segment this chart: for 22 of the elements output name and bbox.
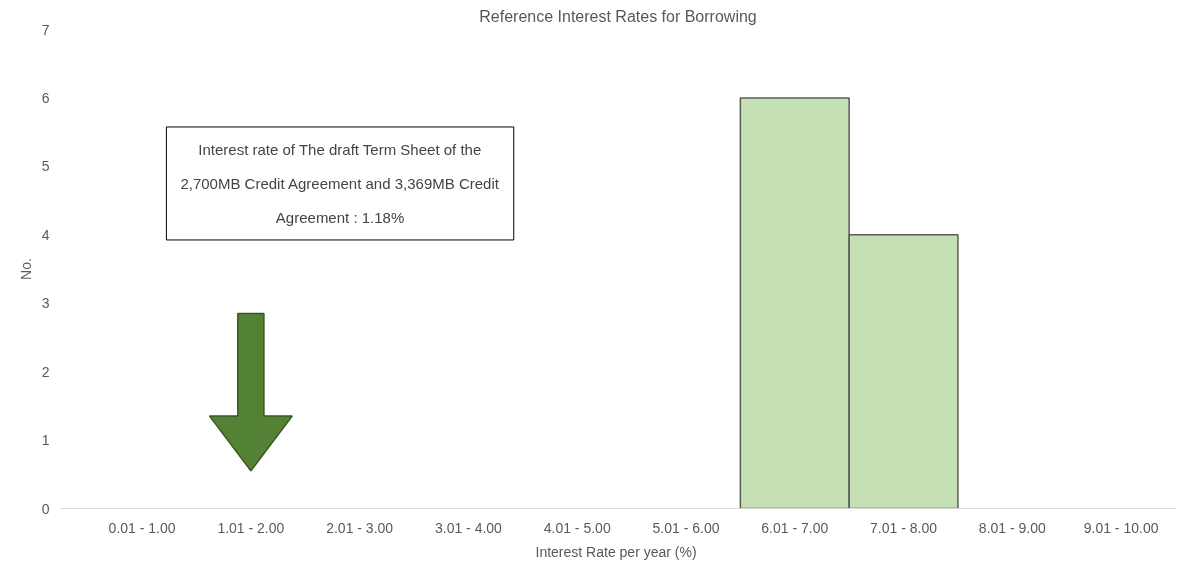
y-axis-title: No. <box>17 258 34 280</box>
y-tick-label: 4 <box>41 226 50 243</box>
x-tick-label: 7.01 - 8.00 <box>870 519 938 536</box>
y-tick-label: 2 <box>41 363 50 380</box>
y-tick-label: 1 <box>41 432 50 449</box>
y-tick-label: 3 <box>41 295 50 312</box>
y-tick-label: 5 <box>41 158 50 175</box>
x-tick-label: 1.01 - 2.00 <box>217 519 285 536</box>
chart-title: Reference Interest Rates for Borrowing <box>479 7 757 25</box>
x-tick-label: 4.01 - 5.00 <box>543 519 611 536</box>
x-tick-label: 3.01 - 4.00 <box>434 519 503 536</box>
x-tick-label: 9.01 - 10.00 <box>1083 519 1159 536</box>
y-tick-label: 7 <box>41 21 50 38</box>
annotation: Interest rate of The draft Term Sheet of the 2,700MB Credit Agreement and 3,369MB Credit Agreement : 1.18% <box>180 140 500 226</box>
y-tick-label: 6 <box>41 89 50 106</box>
x-tick-label: 8.01 - 9.00 <box>978 519 1047 536</box>
x-tick-label: 5.01 - 6.00 <box>652 519 720 536</box>
x-tick-label: 6.01 - 7.00 <box>761 519 829 536</box>
x-tick-label: 0.01 - 1.00 <box>108 519 176 536</box>
x-tick-label: 2.01 - 3.00 <box>326 519 394 536</box>
y-tick-label: 0 <box>41 500 50 517</box>
x-axis-title: Interest Rate per year (%) <box>535 543 697 560</box>
